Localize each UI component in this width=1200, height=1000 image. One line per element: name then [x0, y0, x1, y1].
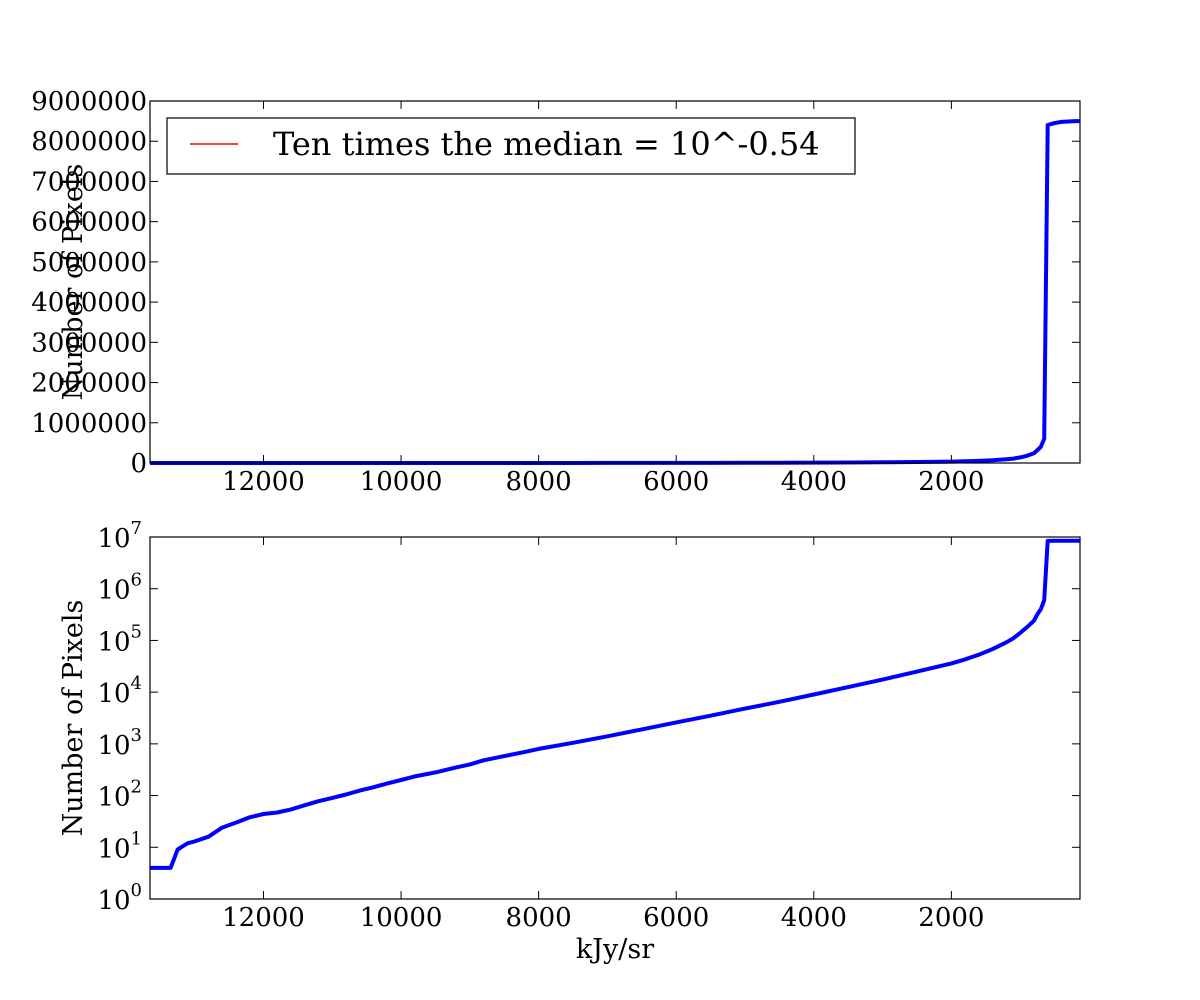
plot-frame [149, 536, 1081, 900]
y-tick-label: 105 [97, 621, 142, 657]
y-tick-label: 5000000 [31, 248, 147, 278]
x-axis-title: kJy/sr [576, 934, 654, 965]
plot-frame [149, 100, 1081, 464]
chart-panel-1: 12000 10000 8000 6000 4000 2000 0 1000000 200000… [31, 87, 1081, 497]
x-tick-label: 6000 [643, 467, 709, 497]
y-tick-label: 104 [97, 673, 142, 709]
legend-box [166, 117, 856, 175]
y-tick-label: 102 [97, 777, 142, 813]
y-tick-label: 106 [97, 570, 142, 606]
y-tick-label: 0 [130, 449, 147, 479]
y-tick-label: 3000000 [31, 328, 147, 358]
y-tick-label: 7000000 [31, 167, 147, 197]
y-tick-label: 1000000 [31, 409, 147, 439]
x-tick-label: 8000 [506, 467, 572, 497]
y-axis-title: Number of Pixels [58, 164, 89, 401]
y-tick-label: 6000000 [31, 208, 147, 238]
y-tick-label: 100 [97, 880, 142, 916]
x-tick-label: 12000 [222, 903, 305, 933]
legend-label: Ten times the median = 10^-0.54 [273, 125, 820, 163]
y-tick-label: 2000000 [31, 369, 147, 399]
x-tick-label: 2000 [918, 903, 984, 933]
y-tick-label: 107 [97, 518, 142, 554]
y-tick-label: 103 [97, 725, 142, 761]
series-line-1 [150, 538, 1080, 870]
x-tick-label: 2000 [918, 467, 984, 497]
x-tick-label: 10000 [360, 903, 443, 933]
y-tick-label: 8000000 [31, 127, 147, 157]
x-tick-label: 12000 [222, 467, 305, 497]
y-tick-label: 4000000 [31, 288, 147, 318]
y-tick-label: 9000000 [31, 87, 147, 117]
x-tick-label: 10000 [360, 467, 443, 497]
x-tick-label: 8000 [506, 903, 572, 933]
y-axis-title: Number of Pixels [58, 600, 89, 837]
chart-panel-2: 12000 10000 8000 6000 4000 2000 100 101 102 103 10… [58, 518, 1081, 965]
legend: Ten times the median = 10^-0.54 [166, 117, 856, 175]
x-tick-label: 4000 [781, 903, 847, 933]
y-tick-label: 101 [97, 828, 142, 864]
x-tick-label: 6000 [643, 903, 709, 933]
x-tick-label: 4000 [781, 467, 847, 497]
